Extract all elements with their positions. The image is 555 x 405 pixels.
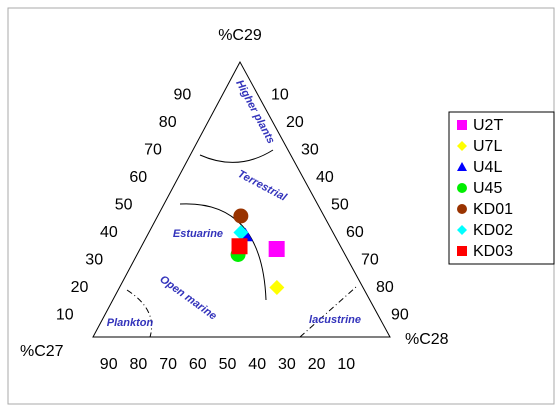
- tick-label: 60: [346, 224, 364, 241]
- tick-label: 90: [174, 87, 192, 104]
- legend-label: U7L: [473, 138, 502, 155]
- axis-label: %C28: [405, 331, 449, 348]
- legend-marker: [457, 246, 467, 256]
- legend-label: KD03: [473, 243, 513, 260]
- plankton-boundary: [126, 289, 153, 338]
- tick-label: 40: [248, 356, 266, 373]
- region-label: Estuarine: [173, 228, 223, 240]
- tick-label: 60: [129, 169, 147, 186]
- axis-label: %C27: [20, 343, 64, 360]
- triangle: [92, 60, 391, 338]
- region-label: Plankton: [107, 317, 154, 329]
- tick-label: 80: [159, 114, 177, 131]
- legend-label: U4L: [473, 159, 502, 176]
- legend-marker: [457, 204, 467, 214]
- estuarine-boundary: [179, 203, 267, 301]
- higher-plants-boundary: [199, 149, 274, 163]
- tick-label: 50: [115, 197, 133, 214]
- data-point: [233, 225, 249, 240]
- tick-label: 70: [159, 356, 177, 373]
- legend-label: KD02: [473, 222, 513, 239]
- data-point: [233, 208, 249, 224]
- tick-label: 40: [316, 169, 334, 186]
- tick-label: 30: [301, 142, 319, 159]
- tick-label: 60: [189, 356, 207, 373]
- tick-label: 10: [271, 87, 289, 104]
- tick-label: 50: [331, 197, 349, 214]
- legend-label: KD01: [473, 201, 513, 218]
- legend-label: U45: [473, 180, 502, 197]
- tick-label: 50: [219, 356, 237, 373]
- tick-label: 20: [286, 114, 304, 131]
- tick-label: 90: [100, 356, 118, 373]
- tick-label: 30: [278, 356, 296, 373]
- tick-label: 80: [130, 356, 148, 373]
- legend-label: U2T: [473, 117, 503, 134]
- tick-label: 40: [100, 224, 118, 241]
- tick-label: 90: [391, 307, 409, 324]
- axis-label: %C29: [218, 27, 262, 44]
- legend-marker: [457, 162, 467, 171]
- tick-label: 20: [71, 279, 89, 296]
- tick-label: 20: [308, 356, 326, 373]
- tick-label: 70: [144, 142, 162, 159]
- tick-label: 70: [361, 252, 379, 269]
- data-point: [268, 241, 285, 257]
- tick-label: 80: [376, 279, 394, 296]
- legend-marker: [457, 120, 467, 130]
- data-point: [231, 238, 248, 255]
- tick-label: 30: [85, 252, 103, 269]
- data-point: [269, 280, 285, 295]
- legend-marker: [457, 141, 467, 151]
- legend-marker: [457, 225, 467, 235]
- tick-label: 10: [337, 356, 355, 373]
- tick-label: 10: [56, 307, 74, 324]
- legend-marker: [457, 183, 467, 193]
- region-label: lacustrine: [309, 314, 361, 326]
